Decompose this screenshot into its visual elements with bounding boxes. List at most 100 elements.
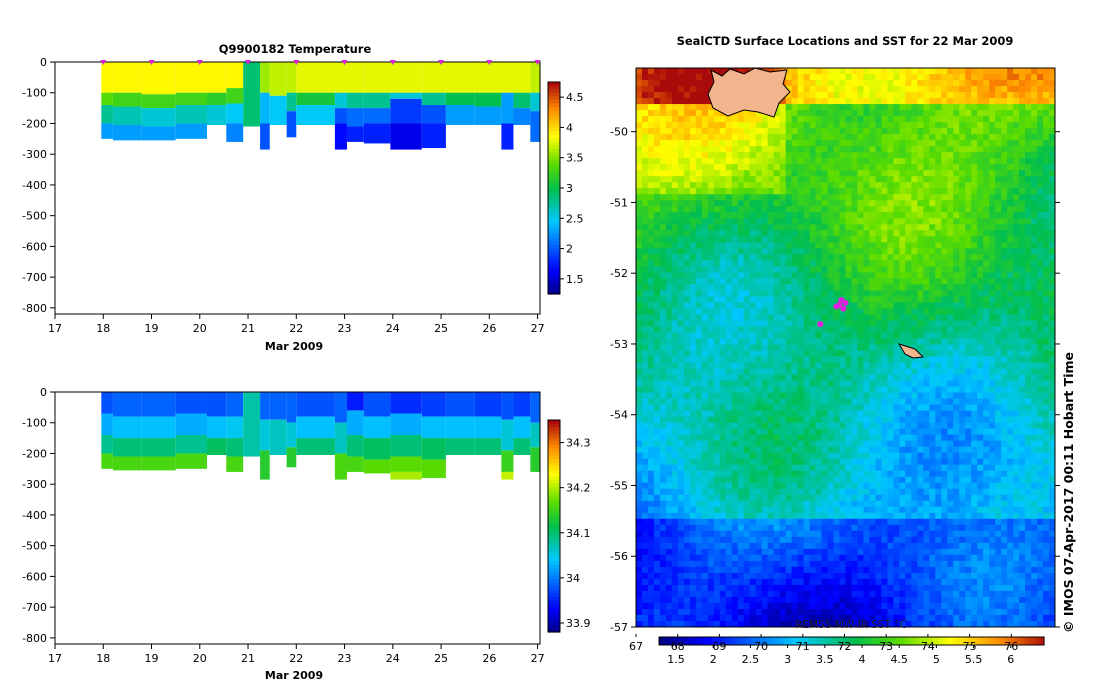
sst-cell xyxy=(665,188,673,195)
sst-cell xyxy=(995,224,1002,231)
colorbar-swatch xyxy=(548,117,560,122)
sst-cell xyxy=(779,164,787,171)
sst-cell xyxy=(965,278,972,285)
sst-cell xyxy=(953,164,960,171)
section-cell xyxy=(346,392,364,411)
sst-cell xyxy=(857,314,864,321)
sst-cell xyxy=(821,128,829,135)
sst-cell xyxy=(636,344,643,352)
sst-cell xyxy=(677,446,685,454)
sst-cell xyxy=(647,446,655,454)
sst-cell xyxy=(713,194,721,201)
sst-cell xyxy=(875,80,882,87)
sst-cell xyxy=(1049,164,1056,171)
sst-cell xyxy=(755,314,763,321)
sst-cell xyxy=(701,68,709,75)
sst-cell xyxy=(923,386,930,394)
sst-cell xyxy=(737,344,745,352)
sst-cell xyxy=(875,290,882,297)
sst-cell xyxy=(1007,410,1014,418)
sst-cell xyxy=(953,146,960,153)
sst-cell xyxy=(989,182,996,189)
sst-cell xyxy=(953,200,960,207)
sst-cell xyxy=(815,218,823,225)
sst-cell xyxy=(803,398,811,406)
sst-cell xyxy=(809,458,817,466)
sst-cell xyxy=(959,206,966,213)
sst-cell xyxy=(767,254,775,261)
sst-cell xyxy=(899,146,906,153)
sst-cell xyxy=(911,362,918,370)
sst-cell xyxy=(905,278,912,285)
sst-cell xyxy=(659,350,667,358)
sst-cell xyxy=(989,380,996,388)
sst-cell xyxy=(923,116,930,123)
sst-cell xyxy=(869,266,876,273)
sst-cell xyxy=(953,320,960,327)
sst-cell xyxy=(755,170,763,177)
sst-cell xyxy=(959,416,966,424)
sst-cell xyxy=(1043,272,1050,279)
sst-cell xyxy=(971,182,978,189)
sst-cell xyxy=(965,176,972,183)
sst-cell xyxy=(761,338,769,345)
sst-cell xyxy=(636,206,643,213)
sst-cell xyxy=(953,368,960,376)
sst-cell xyxy=(683,410,691,418)
sst-cell xyxy=(1049,428,1056,436)
sst-cell xyxy=(953,362,960,370)
sst-cell xyxy=(941,212,948,219)
sst-cell xyxy=(689,356,697,364)
sst-cell xyxy=(821,434,829,442)
sst-cell xyxy=(905,236,912,243)
sst-cell xyxy=(995,404,1002,412)
sst-cell xyxy=(971,452,978,460)
section-cell xyxy=(530,62,540,93)
sst-cell xyxy=(965,290,972,297)
sst-cell xyxy=(647,254,655,261)
sst-cell xyxy=(797,392,805,400)
sst-cell xyxy=(1019,368,1026,376)
sst-cell xyxy=(851,356,858,364)
sst-cell xyxy=(887,74,894,81)
sst-cell xyxy=(875,314,882,321)
sst-cell xyxy=(881,278,888,285)
sst-cell xyxy=(737,218,745,225)
sst-cell xyxy=(779,350,787,358)
sst-cell xyxy=(653,206,661,213)
section-cell xyxy=(390,123,422,150)
sst-cell xyxy=(791,146,799,153)
sst-cell xyxy=(815,254,823,261)
sst-cell xyxy=(1049,194,1056,201)
sst-cell xyxy=(791,152,799,159)
sst-cell xyxy=(653,398,661,406)
sst-cell xyxy=(1019,200,1026,207)
sst-cell xyxy=(1025,116,1032,123)
sst-cell xyxy=(971,254,978,261)
sst-cell xyxy=(887,266,894,273)
sst-cell xyxy=(713,68,721,75)
sst-cell xyxy=(929,284,936,291)
sst-cell xyxy=(977,122,984,129)
sst-cell xyxy=(959,194,966,201)
sst-cell xyxy=(1019,440,1026,448)
sst-cell xyxy=(821,206,829,213)
sst-cell xyxy=(971,68,978,75)
sst-cell xyxy=(869,410,876,418)
sst-cell xyxy=(1037,158,1044,165)
sst-cell xyxy=(821,176,829,183)
section-cell xyxy=(296,105,335,125)
sst-cell xyxy=(641,188,649,195)
sst-cell xyxy=(653,350,661,358)
sst-cell xyxy=(851,152,858,159)
sst-cell xyxy=(755,320,763,327)
sst-cell xyxy=(1013,122,1020,129)
sst-cell xyxy=(1025,236,1032,243)
sst-cell xyxy=(971,428,978,436)
sst-cell xyxy=(767,452,775,460)
sst-cell xyxy=(731,428,739,436)
sst-cell xyxy=(755,290,763,297)
sst-cell xyxy=(989,428,996,436)
sst-cell xyxy=(713,404,721,412)
sst-cell xyxy=(641,224,649,231)
